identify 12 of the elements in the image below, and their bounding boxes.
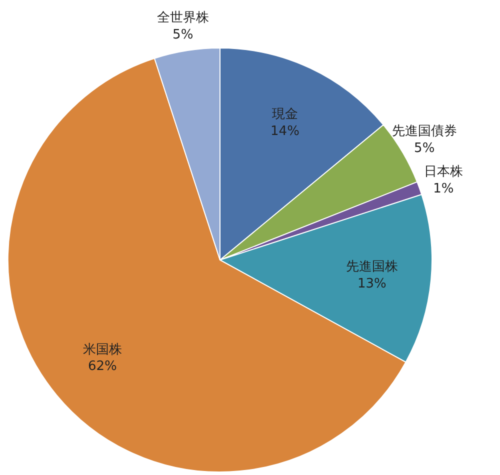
data-label: 5% [172,27,194,42]
data-label: 62% [88,359,117,374]
slice-label: 日本株 [424,164,463,180]
slice-label: 先進国株 [346,259,398,274]
data-label: 5% [414,141,435,156]
data-label: 13% [358,276,386,292]
slice-label: 現金 [272,106,298,122]
slice-label: 先進国債券 [392,124,457,140]
slice-label: 全世界株 [156,10,209,26]
slice-label: 米国株 [82,342,122,358]
data-label: 1% [433,181,454,196]
data-label: 14% [270,124,300,139]
